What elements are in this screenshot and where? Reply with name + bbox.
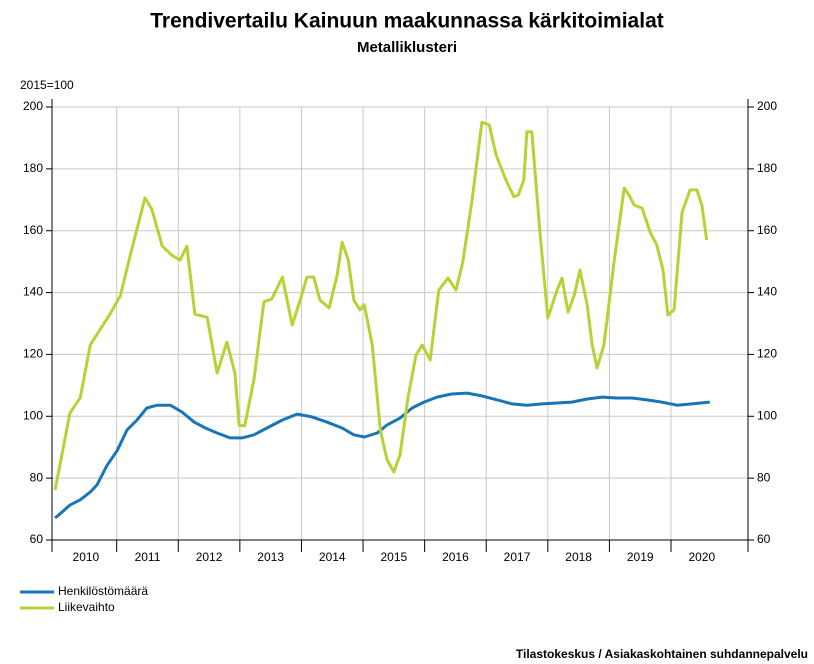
x-tick-label: 2016 <box>442 550 469 564</box>
y2-tick-label: 180 <box>757 161 777 175</box>
y2-tick-label: 140 <box>757 285 777 299</box>
y-tick-label: 60 <box>30 532 44 546</box>
y2-tick-label: 160 <box>757 223 777 237</box>
y-tick-label: 180 <box>23 161 43 175</box>
x-tick-label: 2014 <box>319 550 346 564</box>
x-tick-label: 2019 <box>627 550 654 564</box>
x-tick-label: 2015 <box>380 550 407 564</box>
y-tick-label: 160 <box>23 223 43 237</box>
y-tick-label: 80 <box>30 470 44 484</box>
y2-tick-label: 120 <box>757 347 777 361</box>
y-tick-label: 120 <box>23 347 43 361</box>
legend-label: Henkilöstömäärä <box>58 584 148 598</box>
chart-title: Trendivertailu Kainuun maakunnassa kärki… <box>150 10 664 33</box>
y2-tick-label: 200 <box>757 99 777 113</box>
y-tick-label: 100 <box>23 408 43 422</box>
x-tick-label: 2013 <box>257 550 284 564</box>
y-tick-label: 140 <box>23 285 43 299</box>
x-tick-label: 2011 <box>135 550 161 564</box>
y-tick-label: 200 <box>23 99 43 113</box>
y2-tick-label: 80 <box>757 470 771 484</box>
y2-tick-label: 100 <box>757 408 777 422</box>
x-tick-label: 2020 <box>688 550 715 564</box>
series-line <box>53 120 709 491</box>
series-line <box>54 391 710 520</box>
source: Tilastokeskus / Asiakaskohtainen suhdann… <box>516 647 808 661</box>
legend-label: Liikevaihto <box>58 600 115 614</box>
x-tick-label: 2012 <box>196 550 223 564</box>
x-tick-label: 2017 <box>504 550 531 564</box>
chart-subtitle: Metalliklusteri <box>357 39 457 56</box>
x-tick-label: 2018 <box>565 550 592 564</box>
x-tick-label: 2010 <box>73 550 100 564</box>
y2-tick-label: 60 <box>757 532 771 546</box>
y-axis-label: 2015=100 <box>20 78 74 92</box>
